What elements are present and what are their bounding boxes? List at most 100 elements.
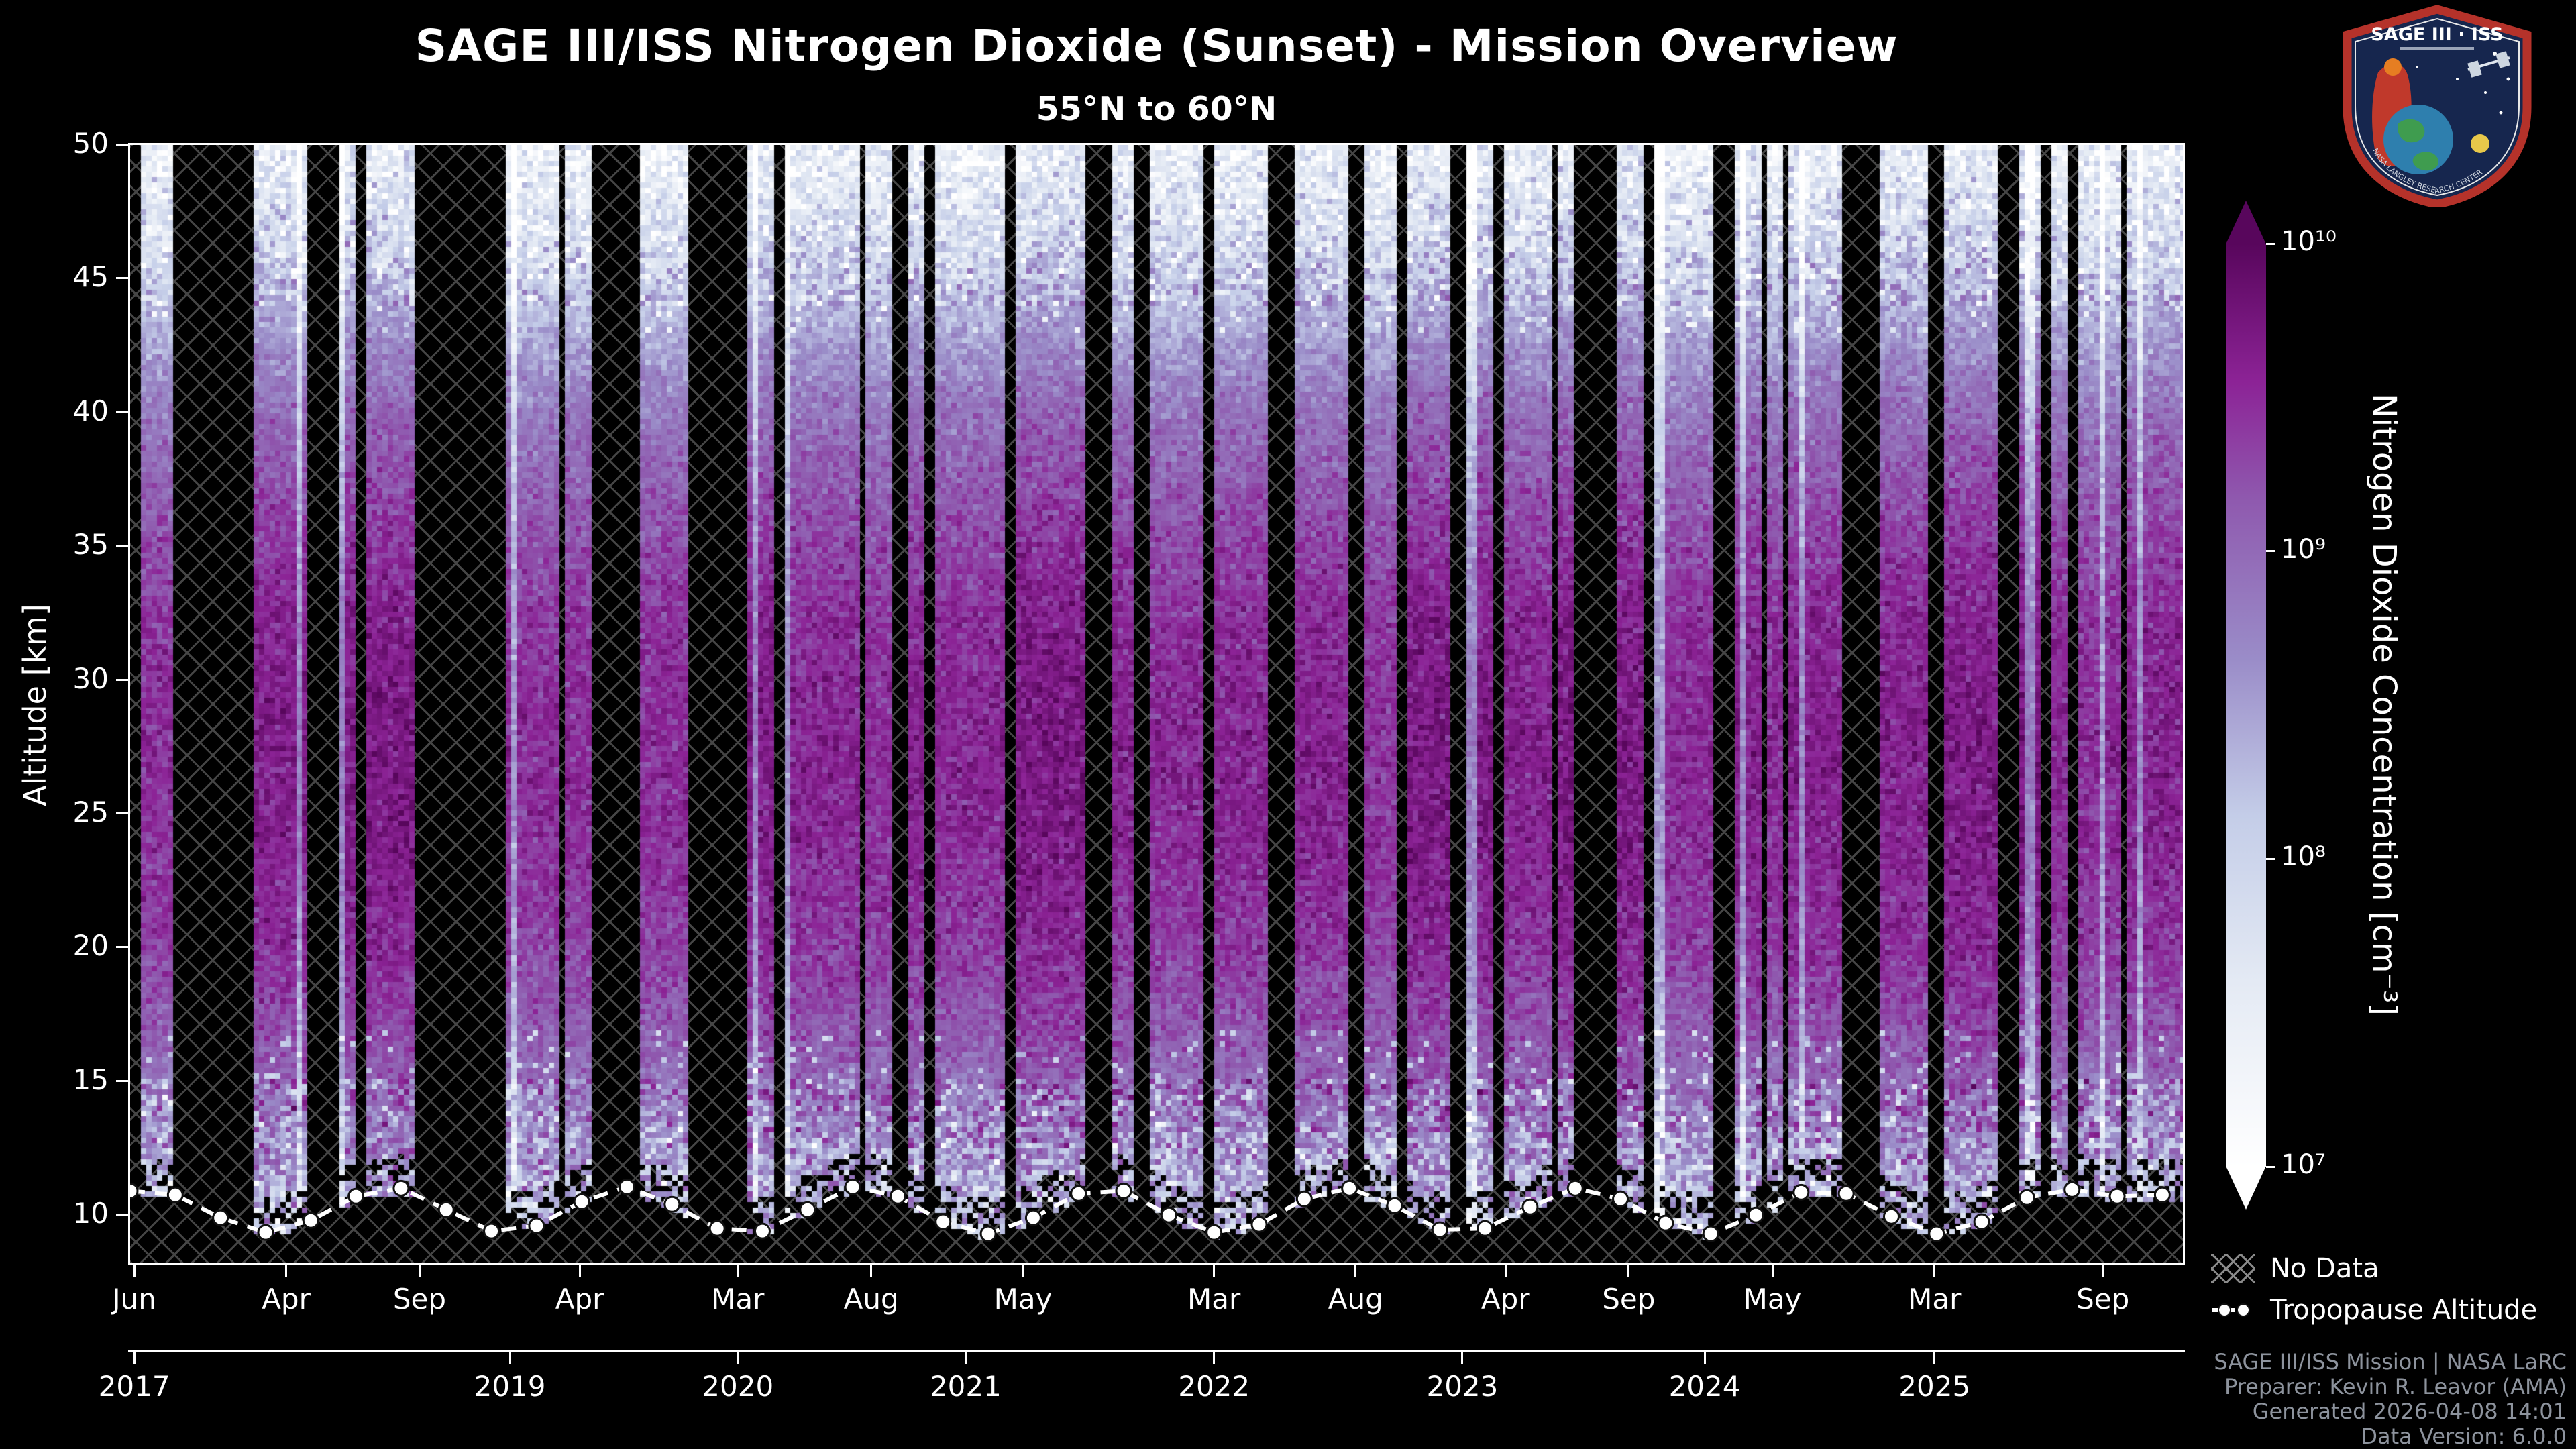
- y-tick: [116, 1214, 128, 1216]
- colorbar-gradient: [2226, 244, 2266, 1167]
- x-month-tick: [578, 1265, 581, 1277]
- y-tick-label: 45: [72, 260, 109, 294]
- y-tick: [116, 545, 128, 547]
- x-month-label: Aug: [1328, 1283, 1383, 1316]
- colorbar-tick: [2266, 1165, 2275, 1168]
- y-tick-label: 35: [72, 528, 109, 561]
- x-year-label: 2022: [1178, 1370, 1250, 1403]
- y-tick-label: 25: [72, 796, 109, 828]
- x-year-tick: [964, 1350, 967, 1364]
- x-year-tick: [133, 1350, 136, 1364]
- y-axis-label: Altitude [km]: [17, 604, 53, 806]
- y-tick: [116, 277, 128, 280]
- legend-no-data-label: No Data: [2270, 1253, 2379, 1284]
- footer-line: SAGE III/ISS Mission | NASA LaRC: [2214, 1349, 2567, 1375]
- x-year-label: 2025: [1898, 1370, 1971, 1403]
- x-month-tick: [1771, 1265, 1774, 1277]
- no-data-hatch-swatch: [2211, 1254, 2255, 1283]
- x-year-tick: [1933, 1350, 1936, 1364]
- y-tick-label: 10: [72, 1197, 109, 1230]
- colorbar-tick: [2266, 550, 2275, 553]
- x-month-tick: [870, 1265, 873, 1277]
- x-year-tick: [1703, 1350, 1706, 1364]
- colorbar-tick-label: 10⁹: [2281, 533, 2326, 565]
- colorbar-tick: [2266, 242, 2275, 245]
- y-tick: [116, 946, 128, 949]
- x-month-label: Jun: [112, 1283, 156, 1316]
- x-month-label: Sep: [392, 1283, 447, 1316]
- colorbar-tick-label: 10⁸: [2281, 841, 2326, 873]
- x-month-label: Mar: [1187, 1283, 1241, 1316]
- x-month-tick: [2102, 1265, 2104, 1277]
- x-month-label: Aug: [843, 1283, 899, 1316]
- x-month-tick: [1933, 1265, 1936, 1277]
- heatmap-canvas: [130, 145, 2183, 1263]
- x-year-tick: [737, 1350, 739, 1364]
- x-year-tick: [1213, 1350, 1216, 1364]
- x-month-label: Apr: [262, 1283, 311, 1316]
- x-month-label: Sep: [2076, 1283, 2130, 1316]
- y-tick: [116, 812, 128, 814]
- logo-iss-icon: [2467, 51, 2510, 78]
- colorbar-tick: [2266, 857, 2275, 860]
- y-tick-label: 30: [72, 661, 109, 695]
- colorbar-axis-label: Nitrogen Dioxide Concentration [cm⁻³]: [2365, 393, 2403, 1016]
- x-year-label: 2019: [474, 1370, 546, 1403]
- y-tick: [116, 678, 128, 681]
- x-month-tick: [1022, 1265, 1024, 1277]
- y-tick: [116, 411, 128, 413]
- footer-line: Data Version: 6.0.0: [2361, 1424, 2567, 1449]
- x-month-tick: [1213, 1265, 1216, 1277]
- colorbar-tick-label: 10¹⁰: [2281, 226, 2337, 257]
- y-tick-label: 20: [72, 929, 109, 963]
- x-year-tick: [508, 1350, 511, 1364]
- legend-tropopause-label: Tropopause Altitude: [2270, 1295, 2538, 1326]
- x-month-label: Apr: [555, 1283, 604, 1316]
- legend-no-data: No Data: [2211, 1253, 2379, 1284]
- x-month-label: Mar: [711, 1283, 765, 1316]
- colorbar-arrow-up: [2226, 201, 2266, 244]
- footer-line: Generated 2026-04-08 14:01: [2252, 1399, 2567, 1424]
- logo-sun-icon: [2384, 58, 2402, 76]
- x-month-tick: [1354, 1265, 1357, 1277]
- x-year-label: 2023: [1426, 1370, 1499, 1403]
- x-month-tick: [133, 1265, 136, 1277]
- logo-subtext-bar: [2400, 47, 2474, 50]
- y-tick: [116, 144, 128, 146]
- x-month-tick: [418, 1265, 421, 1277]
- x-year-label: 2017: [98, 1370, 170, 1403]
- mission-logo: SAGE III · ISS NASA LANGLEY RESEARCH CEN…: [2343, 5, 2532, 207]
- colorbar-arrow-down: [2226, 1166, 2266, 1210]
- y-tick-label: 15: [72, 1063, 109, 1096]
- plot-area: [128, 143, 2185, 1265]
- logo-earth-land: [2397, 119, 2425, 143]
- x-year-label: 2020: [702, 1370, 774, 1403]
- year-axis-line: [128, 1350, 2185, 1352]
- logo-moon-icon: [2471, 134, 2489, 153]
- page-subtitle: 55°N to 60°N: [1036, 90, 1277, 128]
- y-tick: [116, 1079, 128, 1082]
- y-tick-label: 40: [72, 394, 109, 427]
- x-year-label: 2024: [1668, 1370, 1741, 1403]
- page-title: SAGE III/ISS Nitrogen Dioxide (Sunset) -…: [415, 20, 1898, 72]
- footer-line: Preparer: Kevin R. Leavor (AMA): [2224, 1374, 2567, 1399]
- x-month-label: Sep: [1602, 1283, 1656, 1316]
- logo-title: SAGE III · ISS: [2371, 24, 2503, 45]
- x-month-tick: [737, 1265, 739, 1277]
- x-month-label: Mar: [1908, 1283, 1962, 1316]
- x-year-tick: [1461, 1350, 1464, 1364]
- x-month-label: May: [1743, 1283, 1802, 1316]
- x-month-tick: [285, 1265, 288, 1277]
- footer-credits: SAGE III/ISS Mission | NASA LaRC Prepare…: [2214, 1350, 2567, 1449]
- x-month-tick: [1504, 1265, 1507, 1277]
- colorbar-tick-label: 10⁷: [2281, 1149, 2326, 1180]
- x-month-label: May: [994, 1283, 1053, 1316]
- logo-earth-land: [2412, 152, 2438, 171]
- x-month-tick: [1627, 1265, 1630, 1277]
- logo-inner-ring: [2355, 17, 2520, 197]
- tropopause-line-swatch: [2212, 1303, 2254, 1317]
- x-month-label: Apr: [1481, 1283, 1530, 1316]
- x-year-label: 2021: [929, 1370, 1002, 1403]
- legend-tropopause: Tropopause Altitude: [2211, 1295, 2537, 1326]
